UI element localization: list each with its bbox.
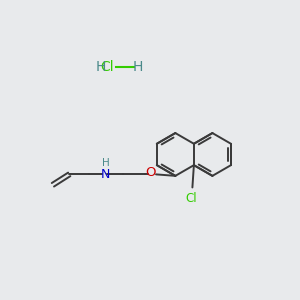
Text: H: H — [96, 60, 106, 74]
Text: N: N — [101, 168, 110, 181]
Text: Cl: Cl — [101, 60, 114, 74]
Text: H: H — [102, 158, 110, 168]
Text: H: H — [133, 60, 143, 74]
Text: Cl: Cl — [185, 192, 197, 205]
Text: O: O — [146, 167, 156, 179]
